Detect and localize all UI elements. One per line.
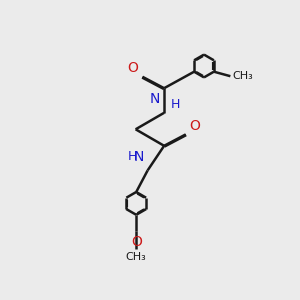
Text: N: N <box>134 150 144 164</box>
Text: H: H <box>128 150 137 163</box>
Text: N: N <box>149 92 160 106</box>
Text: O: O <box>131 235 142 249</box>
Text: H: H <box>171 98 180 111</box>
Text: O: O <box>127 61 138 75</box>
Text: O: O <box>189 119 200 133</box>
Text: CH₃: CH₃ <box>126 252 147 262</box>
Text: CH₃: CH₃ <box>233 71 254 81</box>
